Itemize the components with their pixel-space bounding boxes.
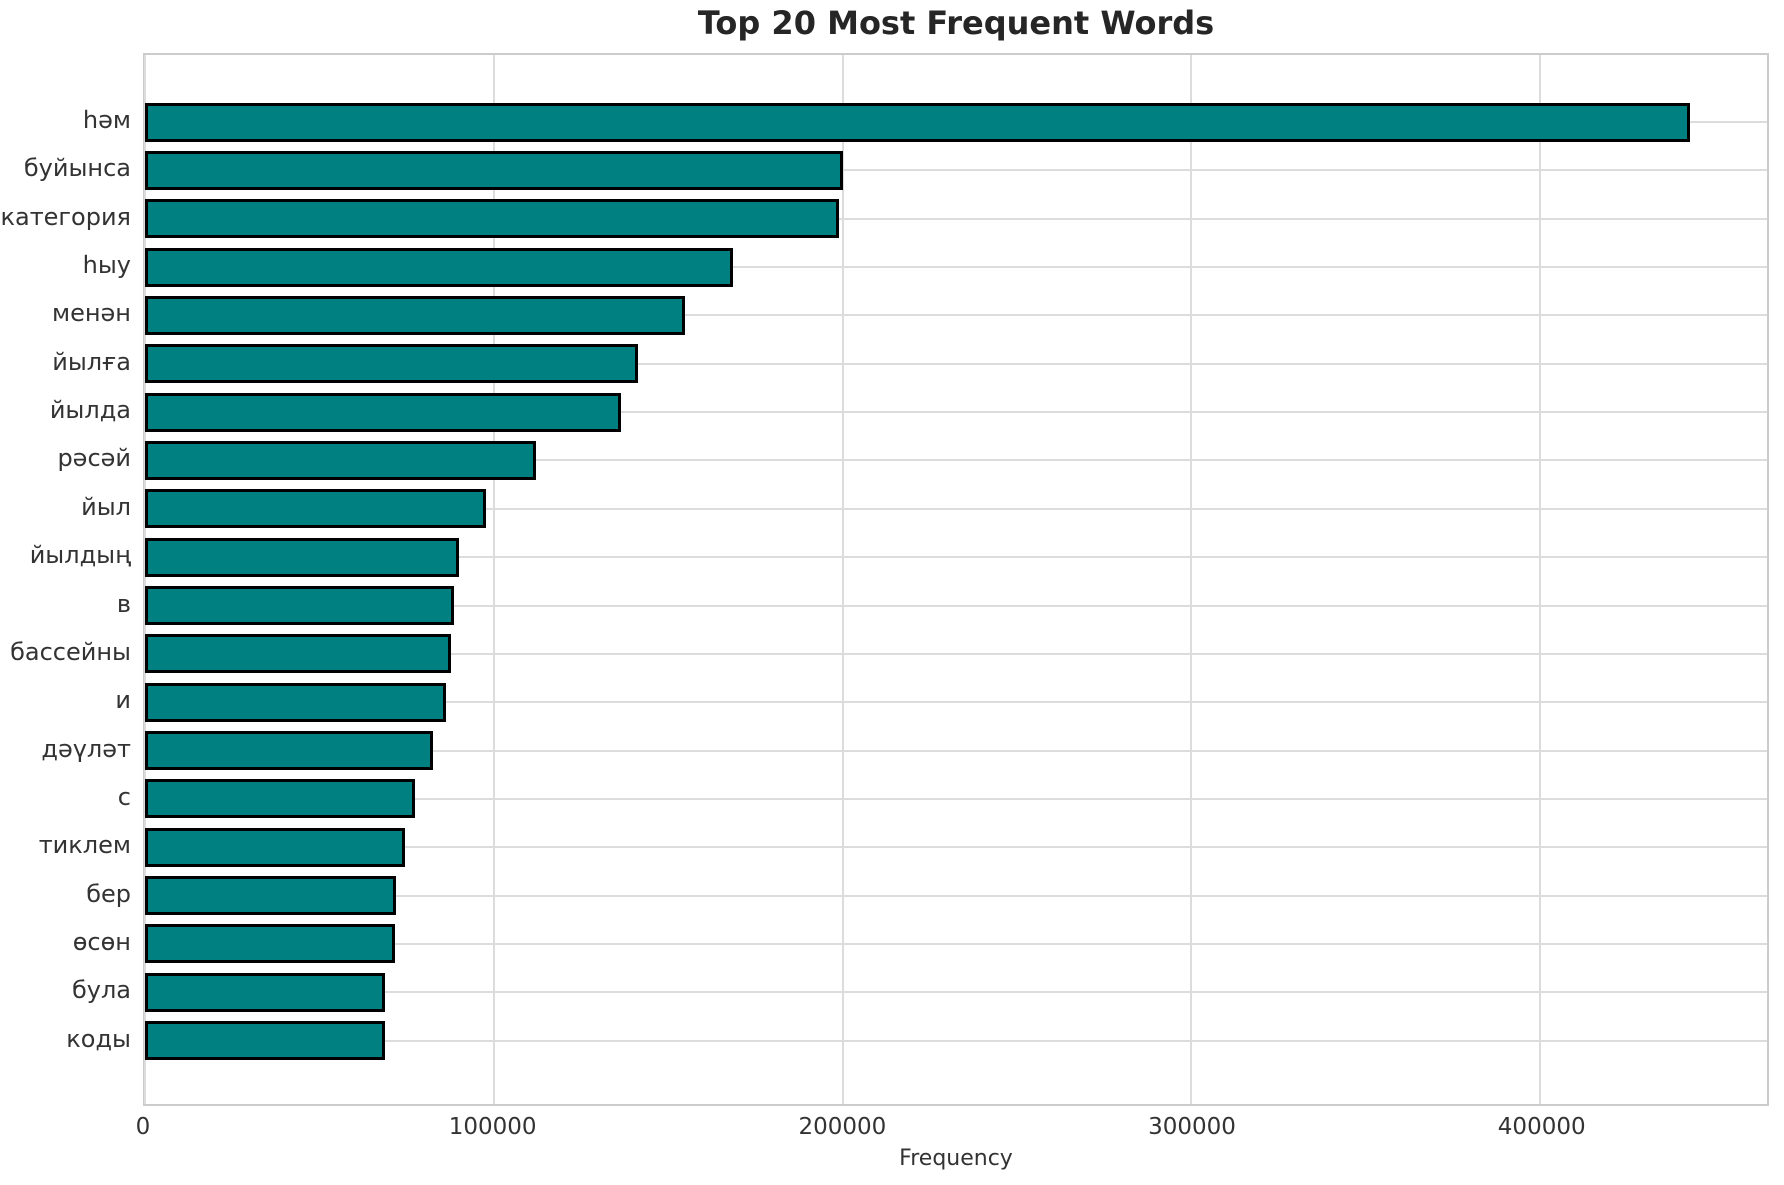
y-tick-label: йылда [49,396,131,425]
y-tick-label: буйынса [23,154,131,183]
gridline-vertical [841,55,844,1104]
gridline-horizontal [145,217,1767,220]
bar [145,972,386,1012]
gridline-horizontal [145,846,1767,849]
y-tick-label: бассейны [10,637,131,666]
gridline-horizontal [145,169,1767,172]
gridline-horizontal [145,556,1767,559]
bar [145,344,639,384]
x-tick-label: 100000 [448,1114,537,1140]
y-tick-label: дәүләт [41,734,131,763]
y-tick-label: с [117,782,131,811]
y-tick-label: тиклем [38,831,131,860]
y-axis-labels: һәм буйынса категория һыу менән йылға йылда рәс… [0,53,131,1106]
gridline-vertical [492,55,495,1104]
y-tick-label: өсөн [72,927,131,956]
gridline-vertical [1190,55,1193,1104]
chart-title: Top 20 Most Frequent Words [697,4,1215,42]
gridline-horizontal [145,459,1767,462]
bar [145,827,405,867]
y-tick-label: бер [86,879,131,908]
bar [145,102,1691,142]
plot-area [143,53,1769,1106]
x-axis-ticks: 0 100000 200000 300000 400000 [136,1114,1769,1146]
y-tick-label: була [71,976,131,1005]
bar [145,392,622,432]
bar [145,731,434,771]
bar [145,924,396,964]
bar [145,199,839,239]
y-tick-label: һыу [82,251,131,280]
gridline-horizontal [145,411,1767,414]
gridline-horizontal [145,1039,1767,1042]
bar [145,489,486,529]
bar [145,682,447,722]
bar [145,779,416,819]
x-tick-label: 400000 [1497,1114,1586,1140]
bar [145,1021,385,1061]
gridline-horizontal [145,266,1767,269]
gridline-vertical [1539,55,1542,1104]
y-tick-label: и [115,686,131,715]
gridline-horizontal [145,362,1767,365]
bar [145,247,734,287]
gridline-horizontal [145,942,1767,945]
gridline-horizontal [145,797,1767,800]
gridline-horizontal [145,314,1767,317]
bar [145,150,843,190]
bar [145,876,397,916]
bar [145,537,460,577]
y-tick-label: йыл [81,492,131,521]
x-tick-label: 200000 [798,1114,887,1140]
y-tick-label: категория [0,202,131,231]
gridline-horizontal [145,652,1767,655]
bar [145,295,686,335]
gridline-horizontal [145,604,1767,607]
gridline-horizontal [145,991,1767,994]
y-tick-label: һәм [82,106,131,134]
y-tick-label: йылдың [29,541,131,570]
y-tick-label: рәсәй [57,444,131,473]
bar [145,440,536,480]
x-tick-label: 300000 [1148,1114,1236,1140]
x-axis-title: Frequency [899,1146,1013,1171]
x-tick-label: 0 [135,1114,151,1140]
gridline-horizontal [145,749,1767,752]
bar [145,586,455,625]
y-tick-label: йылға [52,347,131,376]
gridline-horizontal [145,701,1767,704]
bar [145,634,451,674]
gridline-horizontal [145,894,1767,897]
y-tick-label: менән [51,299,131,328]
gridline-vertical [144,55,146,1104]
y-tick-label: коды [66,1024,131,1053]
gridline-horizontal [145,507,1767,510]
y-tick-label: в [116,589,131,618]
